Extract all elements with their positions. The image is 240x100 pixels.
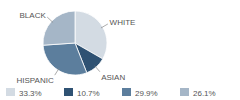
pie-slice [43, 43, 87, 75]
legend-item: 29.9% [122, 88, 158, 98]
leader-line [95, 66, 100, 72]
legend-swatch [6, 88, 15, 96]
legend-item: 10.7% [64, 88, 100, 98]
pie [43, 11, 107, 75]
legend: 33.3% 10.7% 29.9% 26.1% [6, 88, 216, 98]
legend-label: 10.7% [77, 89, 100, 98]
legend-label: 26.1% [193, 89, 216, 98]
slice-label: BLACK [20, 11, 47, 20]
leader-line [55, 68, 59, 75]
legend-swatch [122, 88, 131, 96]
slice-labels: WHITE ASIAN HISPANIC BLACK [16, 11, 135, 85]
leader-line [47, 17, 53, 22]
chart: WHITE ASIAN HISPANIC BLACK 33.3% 10.7% 29.9% 26… [0, 0, 240, 100]
legend-item: 26.1% [180, 88, 216, 98]
pie-slice [43, 11, 75, 45]
legend-item: 33.3% [6, 88, 42, 98]
legend-label: 33.3% [19, 89, 42, 98]
slice-label: WHITE [110, 18, 136, 27]
legend-swatch [180, 88, 189, 96]
legend-swatch [64, 88, 73, 96]
leader-line [101, 24, 108, 28]
slice-label: ASIAN [101, 73, 125, 82]
slice-label: HISPANIC [16, 76, 53, 85]
legend-label: 29.9% [135, 89, 158, 98]
